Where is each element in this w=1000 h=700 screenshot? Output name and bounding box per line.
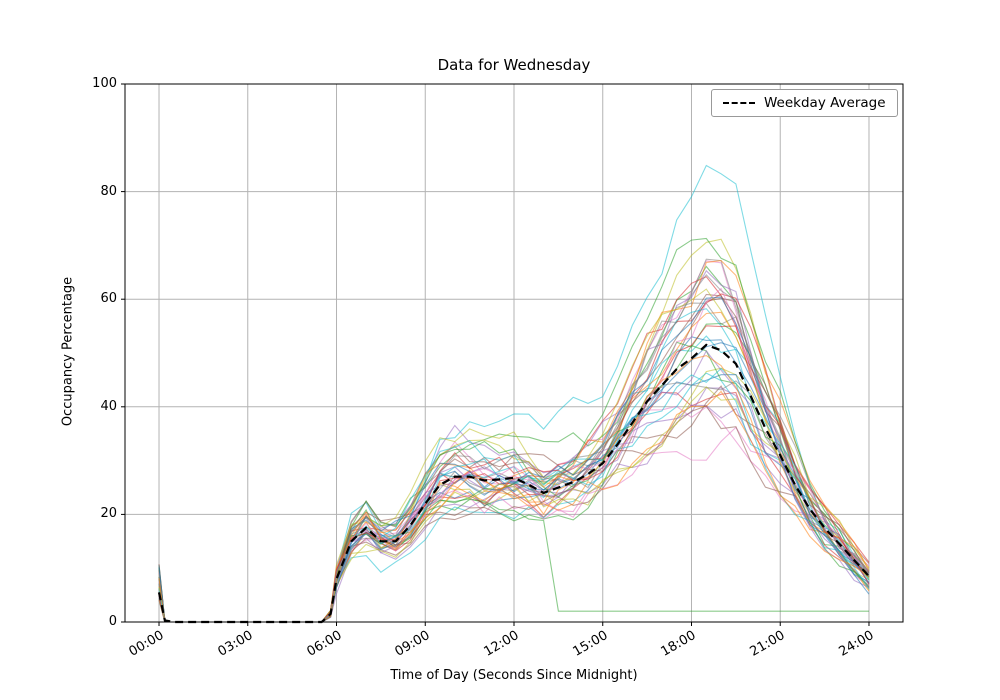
y-tick-label: 0 [108,614,117,629]
y-axis-label: Occupancy Percentage [60,276,76,427]
y-tick-label: 100 [92,76,117,91]
x-axis-label: Time of Day (Seconds Since Midnight) [390,668,638,683]
y-tick-label: 80 [100,183,117,199]
y-tick-label: 60 [100,291,117,307]
legend-label: Weekday Average [764,95,886,111]
chart-title: Data for Wednesday [437,56,591,74]
y-tick-label: 40 [100,398,117,414]
legend-dashed-line-icon [723,102,755,104]
y-tick-label: 20 [100,506,117,522]
legend: Weekday Average [711,89,898,117]
